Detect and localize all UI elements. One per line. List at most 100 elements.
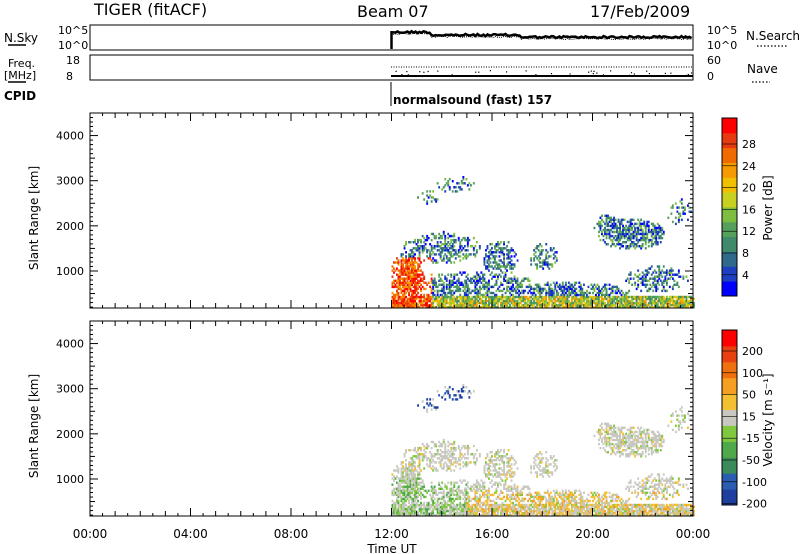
velocity-cell	[466, 451, 469, 454]
power-cell	[527, 291, 530, 295]
power-cell	[504, 303, 507, 307]
power-cell	[691, 301, 694, 305]
velocity-cell	[402, 489, 404, 492]
power-cell	[406, 297, 409, 301]
power-cell	[619, 303, 621, 307]
velocity-cell	[485, 463, 487, 466]
power-cell	[549, 289, 552, 293]
power-cell	[512, 279, 514, 282]
power-cell	[453, 186, 456, 189]
velocity-cell	[460, 390, 463, 393]
power-cell	[450, 306, 453, 309]
power-cell	[614, 285, 617, 289]
power-cell	[475, 277, 478, 280]
power-cell	[442, 301, 445, 305]
velocity-cell	[512, 493, 514, 497]
power-cell	[643, 232, 646, 236]
power-cell	[671, 297, 674, 301]
power-cell	[655, 228, 658, 232]
velocity-cell	[543, 467, 546, 470]
power-cell	[402, 259, 404, 262]
power-cell	[411, 271, 413, 274]
power-cell	[396, 291, 398, 295]
power-cell	[394, 303, 397, 307]
power-cell	[570, 297, 573, 301]
power-cell	[397, 273, 400, 276]
power-cell	[436, 289, 439, 293]
power-cell	[616, 287, 618, 291]
velocity-cell	[498, 481, 501, 484]
power-cell	[527, 279, 530, 282]
velocity-cell	[515, 489, 517, 492]
power-cell	[542, 259, 545, 262]
power-cell	[420, 279, 422, 282]
power-cell	[463, 295, 466, 299]
colorbar-swatch	[722, 162, 737, 178]
power-cell	[527, 303, 530, 307]
velocity-cell	[510, 463, 513, 466]
power-cell	[460, 295, 463, 299]
power-cell	[495, 243, 498, 246]
velocity-cell	[426, 444, 429, 448]
nave-dot	[406, 71, 408, 73]
power-cell	[573, 291, 576, 295]
velocity-cell	[402, 473, 404, 476]
velocity-cell	[472, 511, 475, 515]
power-cell	[453, 241, 456, 244]
power-cell	[442, 243, 445, 246]
velocity-cell	[403, 481, 406, 484]
power-cell	[482, 273, 484, 276]
velocity-cell	[500, 489, 502, 492]
power-cell	[414, 283, 416, 286]
power-cell	[530, 285, 533, 289]
velocity-cell	[405, 459, 407, 462]
power-cell	[519, 291, 522, 295]
velocity-cell	[482, 483, 484, 486]
power-cell	[693, 301, 695, 305]
velocity-cell	[448, 487, 451, 490]
velocity-cell	[558, 509, 561, 513]
power-cell	[405, 299, 407, 303]
power-cell	[653, 224, 656, 228]
power-cell	[472, 247, 475, 250]
power-cell	[394, 299, 397, 303]
power-cell	[409, 285, 412, 289]
velocity-cell	[569, 501, 572, 505]
power-cell	[684, 306, 686, 309]
velocity-cell	[460, 481, 463, 484]
velocity-cell	[391, 499, 394, 503]
velocity-cell	[447, 491, 450, 494]
power-cell	[632, 297, 635, 301]
velocity-cell	[498, 455, 501, 458]
velocity-cell	[415, 455, 418, 458]
power-cell	[524, 295, 527, 299]
velocity-cell	[512, 507, 514, 511]
velocity-cell	[519, 491, 522, 494]
power-cell	[665, 289, 668, 293]
velocity-cell	[465, 483, 468, 486]
power-cell	[551, 289, 554, 293]
power-cell	[650, 299, 653, 303]
power-cell	[412, 275, 415, 278]
power-cell	[506, 249, 508, 252]
velocity-cell	[405, 449, 407, 452]
nave-dot	[427, 70, 429, 73]
power-cell	[417, 303, 419, 307]
velocity-cell	[442, 394, 445, 397]
power-cell	[394, 295, 397, 299]
power-cell	[397, 291, 400, 295]
power-cell	[641, 245, 644, 248]
power-cell	[500, 241, 502, 244]
power-cell	[533, 259, 536, 262]
power-cell	[453, 249, 456, 252]
power-cell	[500, 265, 502, 268]
power-cell	[564, 295, 567, 299]
power-cell	[545, 249, 548, 252]
power-cell	[391, 295, 394, 299]
velocity-cell	[551, 471, 554, 474]
power-cell	[445, 257, 448, 260]
power-cell	[604, 214, 606, 217]
power-cell	[641, 275, 644, 278]
velocity-cell	[445, 509, 448, 513]
velocity-cell	[521, 511, 523, 515]
